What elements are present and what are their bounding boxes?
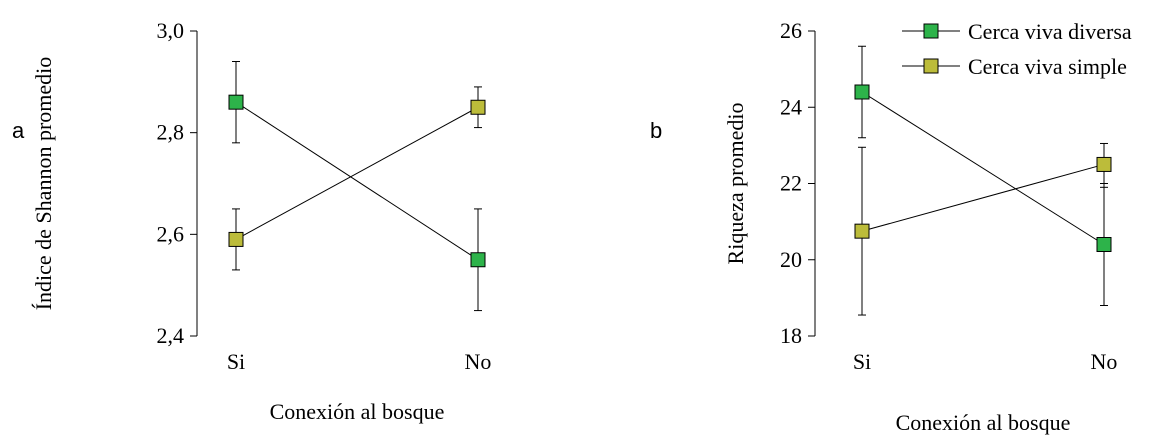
data-point-simple: [228, 231, 244, 247]
x-axis-title: Conexión al bosque: [896, 410, 1071, 435]
series-line-diversa: [235, 101, 479, 261]
panel-label: b: [650, 118, 662, 143]
data-point-simple: [1096, 156, 1112, 172]
series-line-simple: [861, 163, 1105, 232]
x-tick-label: Si: [227, 349, 245, 374]
y-tick-label: 2,8: [157, 120, 185, 145]
data-point-diversa: [470, 252, 486, 268]
x-axis-title: Conexión al bosque: [270, 399, 445, 424]
y-tick-label: 3,0: [157, 18, 185, 43]
series-line-diversa: [861, 91, 1105, 245]
y-tick-label: 2,6: [157, 221, 185, 246]
y-tick-label: 26: [780, 18, 802, 43]
legend-label: Cerca viva diversa: [968, 19, 1132, 44]
x-tick-label: No: [465, 349, 492, 374]
legend: Cerca viva diversa Cerca viva simple: [902, 19, 1132, 79]
x-tick-label: Si: [853, 349, 871, 374]
y-axis-title: Índice de Shannon promedio: [31, 57, 56, 311]
x-tick-label: No: [1091, 349, 1118, 374]
legend-marker-diversa: [923, 23, 939, 39]
data-point-diversa: [854, 84, 870, 100]
y-tick-label: 20: [780, 247, 802, 272]
data-point-simple: [470, 99, 486, 115]
y-tick-label: 2,4: [157, 323, 185, 348]
data-point-diversa: [1096, 237, 1112, 252]
y-tick-label: 24: [780, 94, 802, 119]
legend-marker-simple: [923, 58, 939, 74]
y-tick-label: 22: [780, 171, 802, 196]
chart-panel-b: b 18 20 22 24 26 Si No Conexión al bosque Riqueza…: [650, 18, 1132, 435]
legend-label: Cerca viva simple: [968, 54, 1127, 79]
y-tick-label: 18: [780, 323, 802, 348]
chart-panel-a: a 2,4 2,6 2,8 3,0 Si No Conexión al bosque Índic…: [12, 18, 491, 424]
data-point-diversa: [228, 94, 244, 110]
series-line-simple: [235, 106, 479, 240]
panel-label: a: [12, 118, 25, 143]
data-point-simple: [854, 223, 870, 239]
y-axis-title: Riqueza promedio: [723, 103, 748, 265]
